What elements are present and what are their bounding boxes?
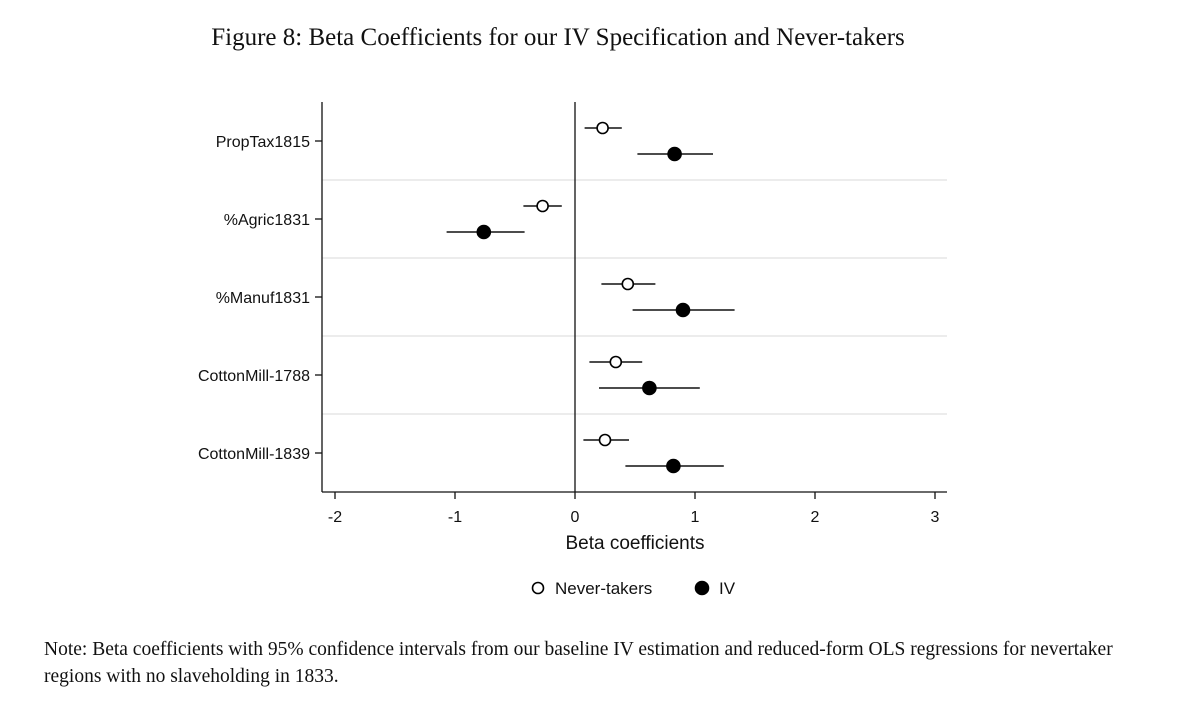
legend-label: Never-takers — [555, 579, 652, 598]
never-takers-point — [621, 277, 635, 291]
iv-point — [667, 146, 682, 162]
category-label: CottonMill-1839 — [198, 446, 310, 463]
never-takers-point — [536, 199, 549, 213]
figure-title: Figure 8: Beta Coefficients for our IV S… — [211, 24, 905, 51]
legend-layer: Never-takers IV — [531, 579, 736, 598]
x-tick-label: -2 — [328, 509, 342, 526]
iv-point — [642, 380, 657, 396]
x-tick-label: 1 — [691, 509, 700, 526]
x-tick-label: -1 — [448, 509, 462, 526]
x-axis-title: Beta coefficients — [565, 533, 704, 554]
never-takers-point — [596, 121, 609, 135]
grid-layer — [322, 179, 947, 415]
iv-point — [675, 302, 691, 318]
x-tick-label: 3 — [931, 509, 940, 526]
x-tick-label: 2 — [811, 509, 820, 526]
category-label: PropTax1815 — [216, 134, 310, 151]
never-takers-point — [609, 355, 623, 369]
legend-never-takers-marker — [531, 581, 545, 595]
legend-iv-marker — [694, 580, 710, 596]
category-label: CottonMill-1788 — [198, 368, 310, 385]
iv-point — [476, 224, 492, 240]
axis-layer: -2 -1 0 1 2 3 Beta coefficients PropTax1815 %Agr… — [198, 102, 947, 554]
iv-point — [666, 458, 681, 474]
category-label: %Manuf1831 — [216, 290, 310, 307]
never-takers-point — [598, 433, 612, 447]
legend-label: IV — [719, 579, 736, 598]
figure-note: Note: Beta coefficients with 95% confide… — [44, 639, 1113, 687]
category-label: %Agric1831 — [224, 212, 310, 229]
x-tick-label: 0 — [571, 509, 580, 526]
mark-layer — [446, 121, 735, 474]
